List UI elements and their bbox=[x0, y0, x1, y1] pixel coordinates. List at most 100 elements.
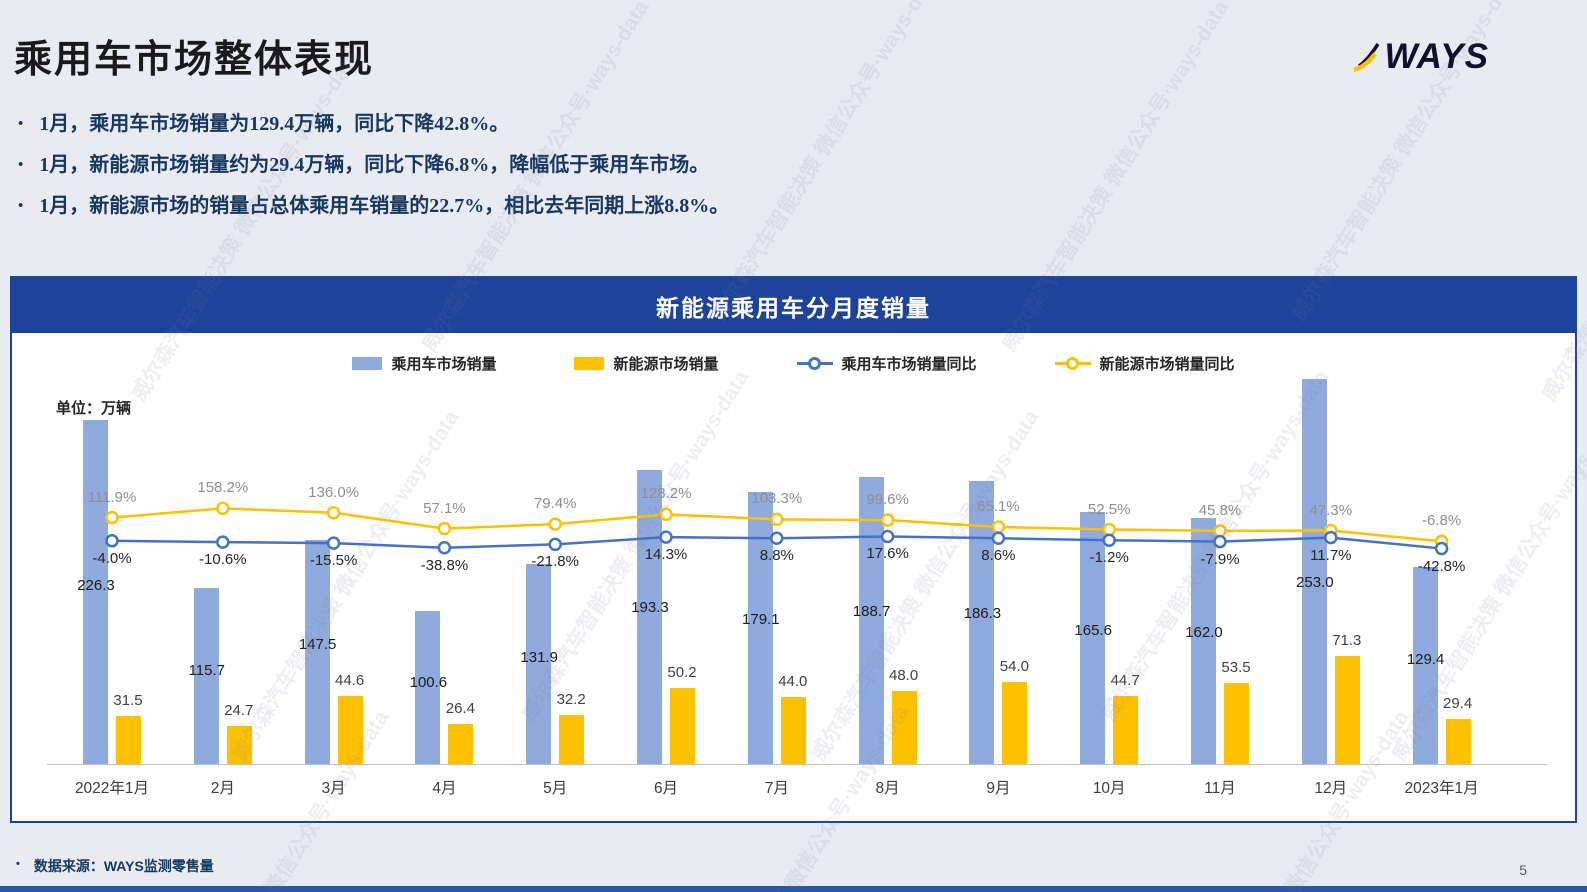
nev-sales-label: 29.4 bbox=[1442, 695, 1473, 713]
unit-label: 单位：万辆 bbox=[56, 400, 132, 417]
passenger-yoy-label: -21.8% bbox=[531, 553, 579, 571]
passenger-yoy-label: 8.6% bbox=[981, 547, 1016, 565]
legend-line-marker bbox=[807, 357, 821, 370]
legend-item: 新能源市场销量同比 bbox=[1054, 353, 1235, 374]
nev-sales-label: 44.6 bbox=[334, 672, 365, 690]
bullet-list: • 1月，乘用车市场销量为129.4万辆，同比下降42.8%。 • 1月，新能源… bbox=[18, 112, 729, 235]
chart-title: 新能源乘用车分月度销量 bbox=[656, 294, 931, 321]
passenger-yoy-marker bbox=[105, 534, 119, 548]
nev-sales-label: 44.0 bbox=[778, 673, 808, 691]
x-axis-label: 2022年1月 bbox=[74, 780, 150, 797]
nev-sales-bar bbox=[337, 696, 363, 764]
nev-sales-label: 48.0 bbox=[888, 667, 919, 685]
bullet-text: 1月，乘用车市场销量为129.4万辆，同比下降42.8%。 bbox=[39, 113, 510, 135]
passenger-yoy-label: -4.0% bbox=[92, 549, 132, 567]
ways-logo: WAYS bbox=[1352, 36, 1489, 74]
passenger-sales-label: 100.6 bbox=[409, 673, 448, 691]
nev-sales-label: 24.7 bbox=[224, 702, 254, 720]
legend-bar-swatch bbox=[574, 357, 605, 370]
nev-yoy-marker bbox=[1434, 534, 1449, 549]
nev-yoy-label: 158.2% bbox=[197, 479, 249, 497]
bullet-text: 1月，新能源市场销量约为29.4万辆，同比下降6.8%，降幅低于乘用车市场。 bbox=[39, 154, 710, 176]
passenger-sales-bar bbox=[1191, 517, 1216, 764]
nev-sales-bar bbox=[1334, 655, 1360, 764]
footer-source: • 数据来源：WAYS监测零售量 bbox=[16, 856, 214, 876]
passenger-sales-label: 147.5 bbox=[298, 636, 337, 654]
bullet-marker: • bbox=[18, 157, 24, 173]
nev-yoy-marker bbox=[991, 520, 1006, 534]
nev-sales-bar bbox=[1113, 696, 1139, 764]
footer-bullet: • bbox=[16, 858, 20, 870]
passenger-yoy-marker bbox=[326, 536, 341, 550]
passenger-yoy-marker bbox=[880, 529, 895, 544]
nev-yoy-marker bbox=[880, 513, 895, 527]
x-axis-label: 4月 bbox=[432, 780, 457, 797]
passenger-yoy-marker bbox=[1434, 541, 1449, 556]
nev-sales-label: 50.2 bbox=[667, 663, 697, 681]
nev-sales-bar bbox=[1002, 681, 1028, 764]
passenger-yoy-marker bbox=[548, 537, 562, 552]
nev-yoy-label: 128.2% bbox=[640, 485, 692, 503]
bullet-item: • 1月，新能源市场的销量占总体乘用车销量的22.7%，相比去年同期上涨8.8%… bbox=[18, 194, 729, 219]
plot-area: 2022年1月 2月 3月 4月 5月 6月 7月 8月 9月 10月 11月 12月 2023年1月 1… bbox=[12, 333, 1579, 821]
chart-card: 新能源乘用车分月度销量 乘用车市场销量 新能源市场销量 乘用车市场销量同比 新能源市场… bbox=[10, 276, 1577, 823]
passenger-yoy-marker bbox=[1213, 534, 1227, 549]
legend-bar-swatch bbox=[352, 357, 383, 370]
passenger-sales-label: 179.1 bbox=[742, 610, 780, 628]
nev-yoy-marker bbox=[437, 521, 452, 536]
passenger-yoy-marker bbox=[1102, 533, 1116, 547]
nev-yoy-marker bbox=[326, 506, 341, 520]
nev-yoy-marker bbox=[1213, 524, 1227, 538]
passenger-sales-bar bbox=[83, 420, 108, 764]
nev-yoy-label: -6.8% bbox=[1422, 512, 1462, 530]
legend-line-marker bbox=[1065, 357, 1079, 370]
x-axis-label: 5月 bbox=[543, 780, 568, 797]
x-axis-label: 12月 bbox=[1314, 780, 1348, 797]
nev-sales-bar bbox=[448, 723, 474, 764]
chart-title-bar: 新能源乘用车分月度销量 bbox=[12, 278, 1575, 333]
nev-sales-bar bbox=[1224, 682, 1249, 764]
x-axis-label: 11月 bbox=[1204, 780, 1236, 797]
nev-yoy-marker bbox=[105, 510, 119, 525]
nev-yoy-label: 65.1% bbox=[977, 497, 1020, 515]
passenger-sales-bar bbox=[1301, 379, 1327, 764]
passenger-yoy-label: -7.9% bbox=[1200, 550, 1240, 568]
passenger-yoy-marker bbox=[659, 530, 673, 544]
legend-label: 乘用车市场销量 bbox=[391, 356, 497, 373]
passenger-yoy-marker bbox=[1324, 530, 1338, 545]
bullet-marker: • bbox=[18, 116, 24, 132]
nev-sales-label: 26.4 bbox=[445, 699, 475, 717]
nev-yoy-marker bbox=[1324, 523, 1338, 538]
x-axis-label: 7月 bbox=[764, 780, 789, 797]
x-axis-label: 8月 bbox=[875, 780, 900, 797]
bullet-item: • 1月，乘用车市场销量为129.4万辆，同比下降42.8%。 bbox=[18, 112, 729, 137]
bullet-item: • 1月，新能源市场销量约为29.4万辆，同比下降6.8%，降幅低于乘用车市场。 bbox=[18, 153, 729, 178]
nev-sales-label: 71.3 bbox=[1332, 631, 1362, 649]
passenger-sales-label: 253.0 bbox=[1296, 573, 1334, 591]
x-axis-label: 6月 bbox=[653, 780, 679, 797]
nev-sales-bar bbox=[559, 715, 585, 764]
nev-yoy-marker bbox=[659, 507, 673, 522]
nev-sales-bar bbox=[116, 716, 141, 764]
legend-label: 新能源市场销量 bbox=[613, 356, 719, 373]
nev-yoy-label: 52.5% bbox=[1087, 500, 1131, 518]
bottom-accent-bar bbox=[0, 886, 1587, 892]
passenger-yoy-marker bbox=[770, 531, 784, 545]
legend-item: 新能源市场销量 bbox=[574, 353, 719, 374]
x-axis-line bbox=[47, 764, 1547, 765]
passenger-yoy-marker bbox=[991, 531, 1006, 546]
x-axis-label: 9月 bbox=[986, 780, 1011, 797]
passenger-yoy-label: 8.8% bbox=[759, 547, 794, 565]
chart-legend: 乘用车市场销量 新能源市场销量 乘用车市场销量同比 新能源市场销量同比 bbox=[12, 353, 1575, 374]
footer-source-text: 数据来源：WAYS监测零售量 bbox=[33, 858, 214, 874]
passenger-sales-bar bbox=[1080, 512, 1106, 764]
passenger-sales-label: 188.7 bbox=[852, 602, 891, 620]
passenger-yoy-label: -1.2% bbox=[1089, 549, 1129, 567]
passenger-yoy-label: -42.8% bbox=[1417, 557, 1466, 575]
bullet-marker: • bbox=[18, 198, 24, 214]
nev-yoy-marker bbox=[548, 517, 562, 531]
legend-label: 乘用车市场销量同比 bbox=[841, 356, 977, 373]
passenger-sales-label: 186.3 bbox=[963, 604, 1002, 622]
nev-yoy-marker bbox=[1102, 522, 1116, 537]
